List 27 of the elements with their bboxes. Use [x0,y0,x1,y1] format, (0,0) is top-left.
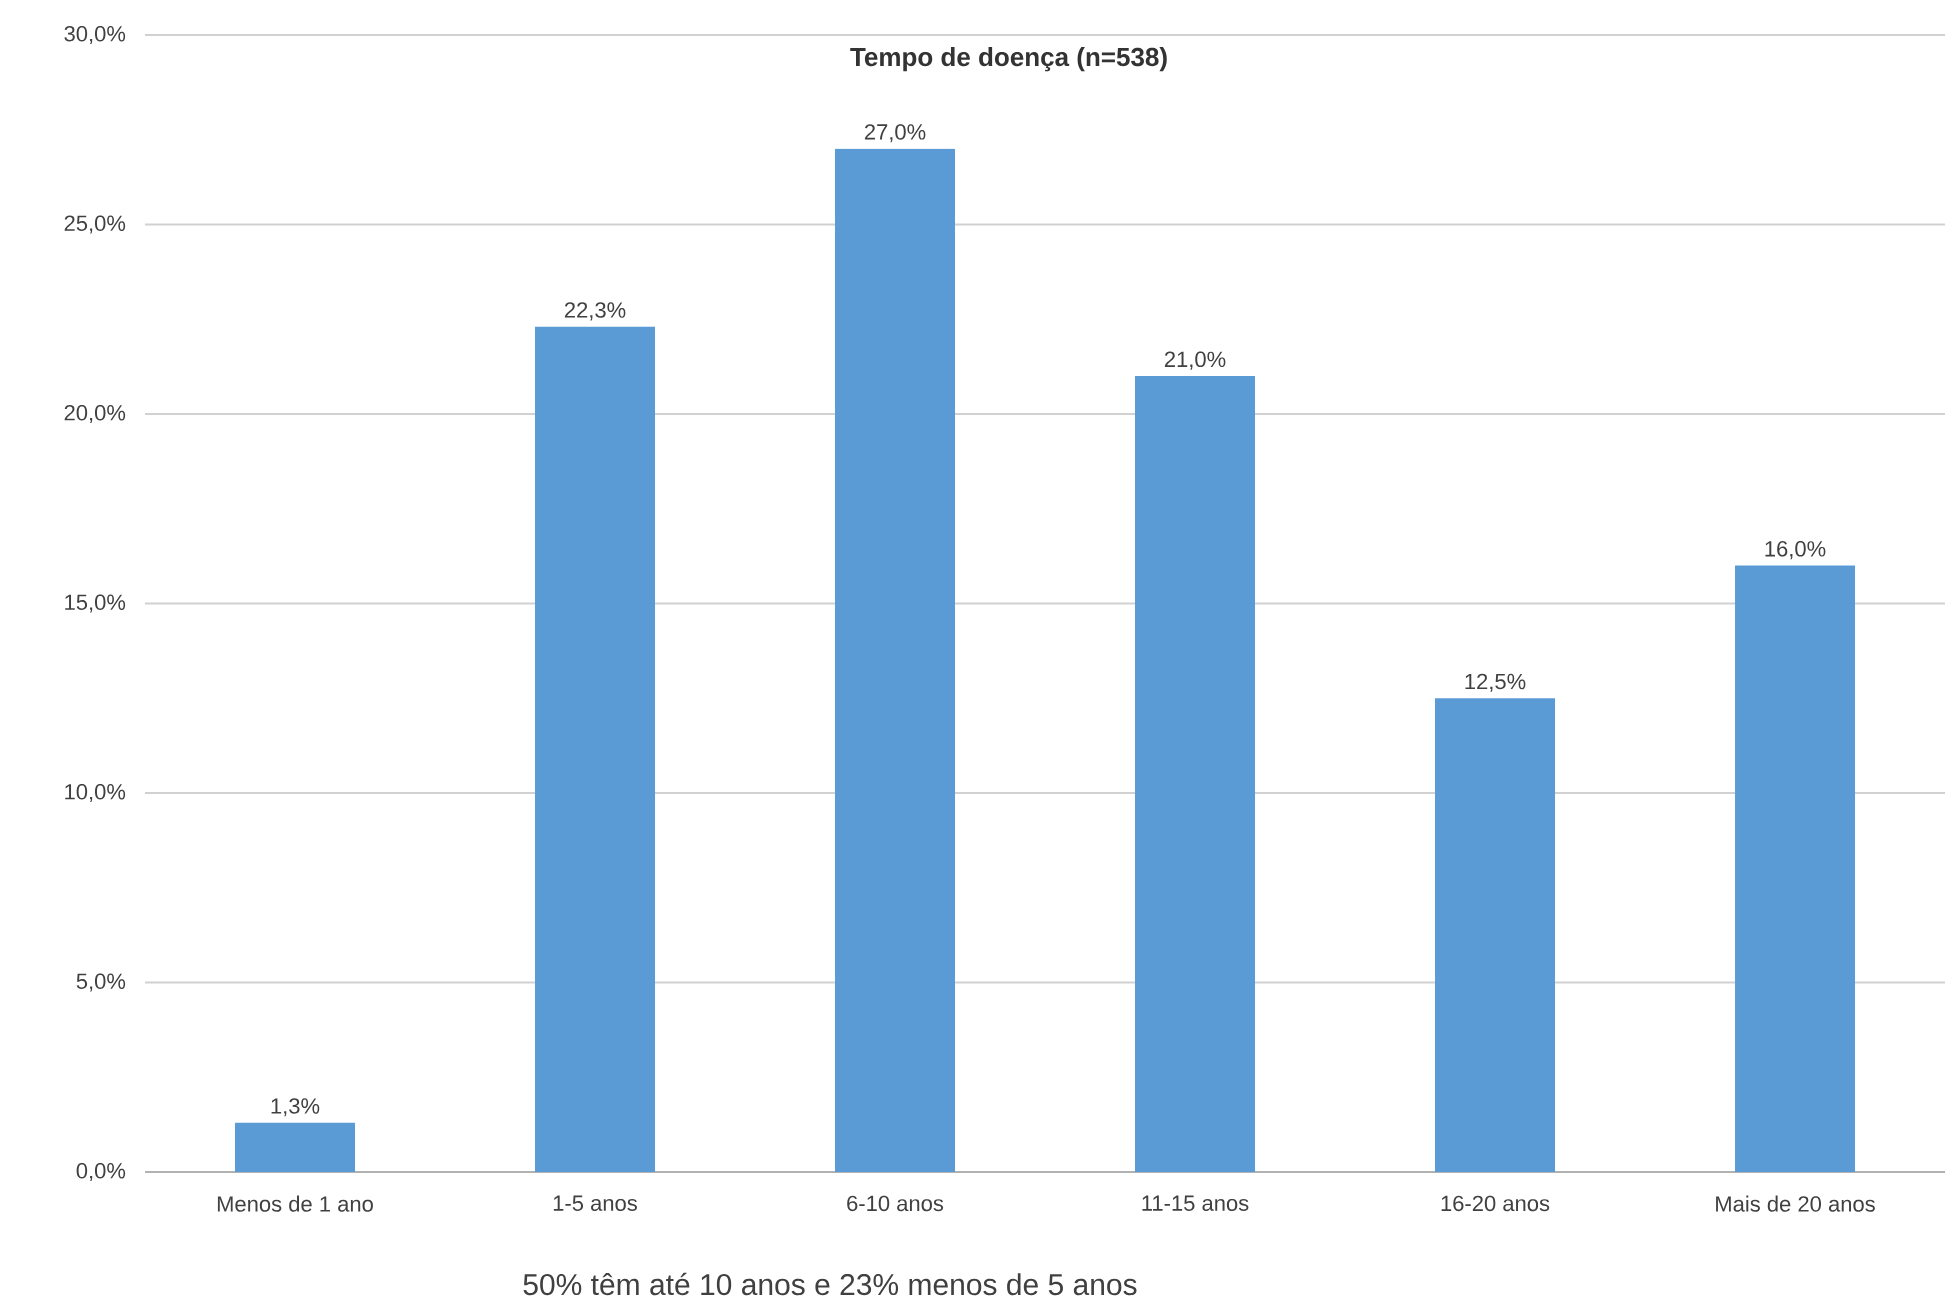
data-label: 1,3% [271,1098,320,1117]
bar [235,1122,356,1172]
x-tick-label: 11-15 anos [1142,1195,1249,1211]
bar [535,326,656,1172]
x-tick-label: 1-5 anos [553,1195,637,1211]
x-tick-label: Menos de 1 ano [217,1195,373,1212]
text: 50% têm até 10 anos e 23% menos de 5 anos [523,1272,1137,1296]
bar [1135,376,1256,1172]
bar [835,148,956,1172]
y-tick-label: 0,0% [76,1162,126,1182]
data-label: 16,0% [1765,541,1826,560]
x-tick-label: 16-20 anos [1441,1195,1550,1212]
y-tick-label: 10,0% [65,783,126,803]
data-label: 12,5% [1465,673,1526,692]
y-tick-label: 30,0% [64,25,126,45]
bar [1735,565,1856,1172]
x-tick-label: 6-10 anos [847,1195,944,1212]
x-tick-label: Mais de 20 anos [1716,1195,1875,1212]
bar [1435,698,1556,1172]
y-tick-label: 25,0% [64,215,126,234]
y-tick-label: 20,0% [64,404,126,424]
data-label: 21,0% [1164,351,1226,370]
data-label: 27,0% [864,124,926,143]
y-tick-label: 15,0% [65,594,126,613]
y-tick-label: 5,0% [76,973,126,992]
chart-title: Tempo de doença (n=538) [850,47,1167,72]
data-label: 22,3% [564,302,626,321]
